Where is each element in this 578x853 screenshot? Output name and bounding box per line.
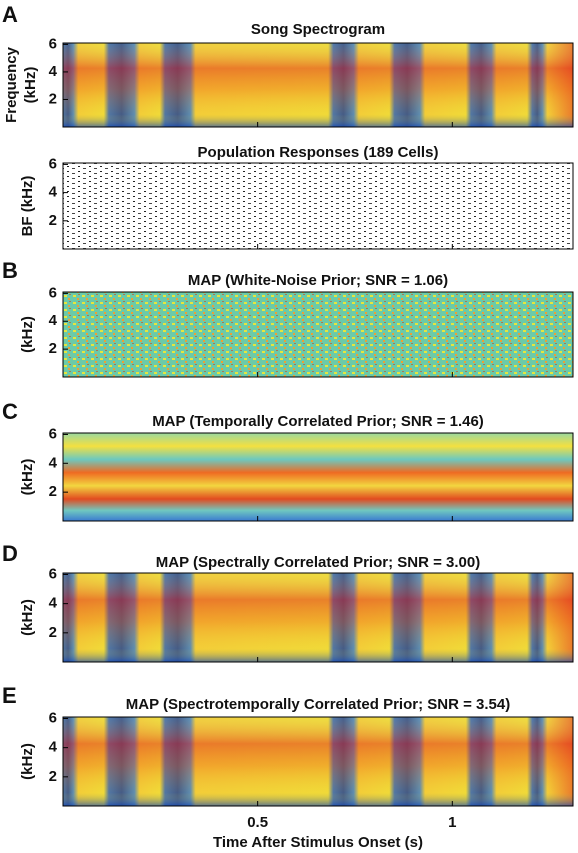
spectrogram-image [63,433,573,521]
y-axis-label: (kHz) [19,743,36,780]
panel-title: MAP (Temporally Correlated Prior; SNR = … [152,413,484,430]
y-tick-label: 6 [49,709,57,726]
plot-frame [62,432,574,522]
panel-title: Song Spectrogram [251,21,385,38]
plot-frame [62,162,574,250]
spectrogram-image [63,717,573,806]
y-tick-label: 2 [49,90,57,107]
panel-letter: A [2,2,18,27]
y-axis-label: (kHz) [19,599,36,636]
spectrogram-image [63,43,573,127]
y-axis-label: (kHz) [19,316,36,353]
y-axis-label: (kHz) [19,459,36,496]
panel-title: MAP (Spectrally Correlated Prior; SNR = … [156,554,480,571]
panel-letter: D [2,541,18,566]
panel-title: Population Responses (189 Cells) [198,144,439,161]
y-tick-label: 4 [49,454,58,471]
panel-letter: B [2,258,18,283]
x-axis-label: Time After Stimulus Onset (s) [213,834,423,851]
y-tick-label: 6 [49,284,57,301]
y-tick-label: 4 [49,63,58,80]
x-tick-label: 0.5 [247,814,268,831]
plot-frame [62,42,574,128]
spectrogram-image [63,292,573,377]
y-axis-label: BF (kHz) [19,176,36,237]
panel-title: MAP (White-Noise Prior; SNR = 1.06) [188,272,448,289]
y-tick-label: 2 [49,624,57,641]
y-tick-label: 6 [49,565,57,582]
panel-letter: E [2,683,17,708]
y-axis-label: (kHz) [22,67,39,104]
plot-frame [62,291,574,378]
y-tick-label: 2 [49,483,57,500]
y-axis-label: Frequency [3,46,20,123]
y-tick-label: 6 [49,35,57,52]
panel-letter: C [2,399,18,424]
y-tick-label: 4 [49,184,58,201]
y-tick-label: 4 [49,739,58,756]
y-tick-label: 2 [49,212,57,229]
plot-frame [62,716,574,807]
y-tick-label: 6 [49,425,57,442]
y-tick-label: 6 [49,155,57,172]
raster-image [63,163,573,249]
plot-frame [62,572,574,663]
x-tick-label: 1 [448,814,456,831]
panel-title: MAP (Spectrotemporally Correlated Prior;… [126,696,510,713]
y-tick-label: 4 [49,595,58,612]
y-tick-label: 4 [49,312,58,329]
y-tick-label: 2 [49,768,57,785]
y-tick-label: 2 [49,340,57,357]
spectrogram-image [63,573,573,662]
